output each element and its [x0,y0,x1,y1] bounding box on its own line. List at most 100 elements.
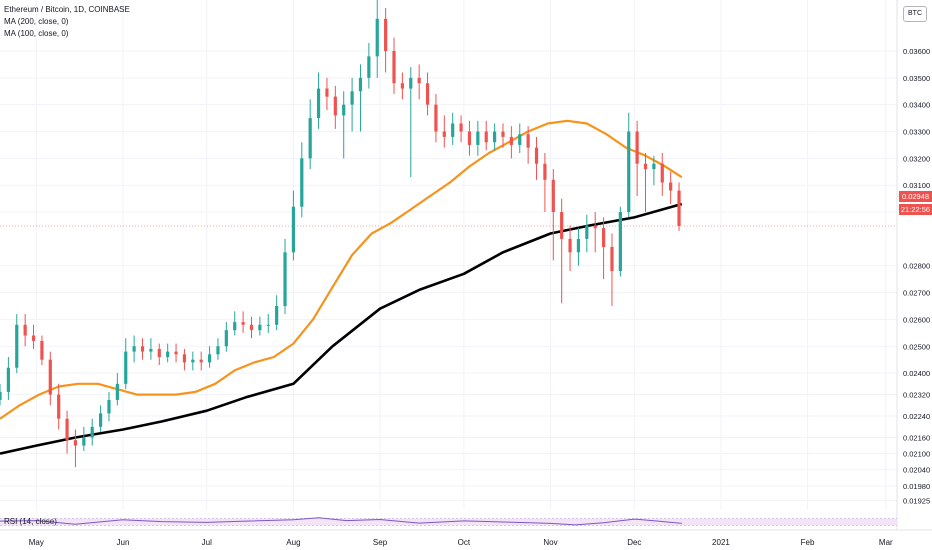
candle-body [534,147,539,164]
y-tick-label: 0.03300 [903,128,930,137]
x-tick-label: Sep [373,538,388,547]
candle-body [48,359,52,395]
y-tick-label: 0.02400 [903,369,930,378]
x-tick-label: 2021 [712,538,730,547]
candle-body [316,88,321,119]
candle-body [115,383,119,400]
candle-body [526,134,530,148]
bar-countdown: 21:22:56 [899,204,932,215]
candle-body [434,104,438,132]
candle-body [576,238,581,253]
candle-body [15,324,19,368]
y-tick-label: 0.01925 [903,497,930,506]
candle-body [73,440,78,446]
candle-body [660,163,664,183]
y-tick-label: 0.02040 [903,466,930,475]
grid-layer [0,0,897,510]
y-tick-label: 0.02800 [903,262,930,271]
y-tick-label: 0.03200 [903,154,930,163]
candle-body [241,322,245,325]
candle-body [224,330,228,347]
candle-body [98,413,103,427]
candle-body [451,123,455,137]
candle-body [618,212,622,272]
x-tick-label: Jul [202,538,212,547]
candle-body [283,252,287,306]
candle-body [417,77,421,84]
rsi-line [0,517,682,526]
candle-body [182,354,187,363]
candle-body [249,324,254,331]
candle-body [677,190,681,227]
currency-button[interactable]: BTC [903,6,927,22]
candle-body [593,225,597,229]
candle-body [233,322,237,331]
candle-body [601,228,606,247]
candle-body [191,359,195,363]
candle-body [610,246,614,272]
chart-title: Ethereum / Bitcoin, 1D, COINBASE [4,5,130,14]
candle-body [476,131,480,145]
candle-body [57,394,61,419]
candle-body [6,367,10,392]
y-tick-label: 0.03400 [903,101,930,110]
y-tick-label: 0.03500 [903,74,930,83]
y-tick-label: 0.03600 [903,47,930,56]
y-tick-label: 0.02160 [903,434,930,443]
candles [0,0,681,468]
candle-body [442,131,446,137]
candle-body [384,18,388,51]
candle-body [643,163,648,170]
candle-body [367,56,371,78]
candle-body [467,131,472,145]
moving-averages [0,119,683,455]
candle-body [358,77,363,92]
candle-body [652,163,656,170]
last-price-tag: 0.02948 [899,191,932,202]
x-tick-label: Feb [801,538,815,547]
candle-body [509,136,513,145]
y-tick-label: 0.02600 [903,315,930,324]
candle-body [484,131,488,143]
y-tick-label: 0.02320 [903,391,930,400]
y-tick-label: 0.02240 [903,412,930,421]
y-tick-label: 0.02100 [903,450,930,459]
candle-body [157,348,161,357]
candle-body [40,340,44,360]
candle-body [266,324,270,326]
candle-body [375,18,379,57]
candle-body [300,158,304,207]
candle-body [107,399,111,414]
candle-body [207,354,212,363]
x-tick-label: Dec [627,538,641,547]
candle-body [0,391,2,400]
candle-body [635,131,639,164]
candle-body [325,88,329,97]
candle-body [90,426,94,438]
candle-body [568,238,572,253]
candle-body [585,225,589,239]
candle-body [82,437,86,446]
candle-body [543,163,547,180]
legend-ma200: MA (200, close, 0) [4,17,69,26]
y-tick-label: 0.03100 [903,181,930,190]
ma200-line [0,202,683,455]
candle-body [350,91,354,105]
candle-body [291,206,296,253]
x-tick-label: Jun [117,538,130,547]
candle-body [493,131,497,143]
candle-body [166,351,170,357]
ma100-line [0,119,683,420]
candle-body [258,324,262,331]
candle-body [501,131,505,137]
x-tick-label: Nov [543,538,557,547]
candle-body [31,335,36,341]
candle-body [65,418,69,441]
candle-body [216,346,220,355]
candle-body [140,346,145,352]
candle-body [425,83,430,105]
candle-body [199,359,203,363]
y-tick-label: 0.02700 [903,289,930,298]
